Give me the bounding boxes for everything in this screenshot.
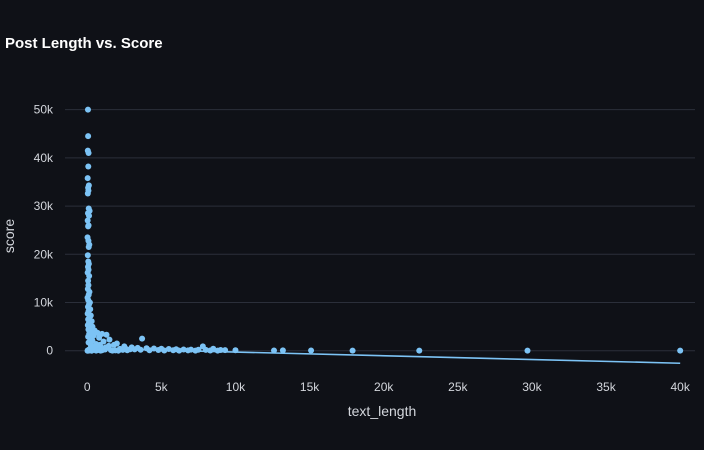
scatter-point <box>115 347 122 354</box>
grid-layer <box>65 109 695 352</box>
x-tick-label: 10k <box>226 380 246 394</box>
scatter-point <box>214 347 221 354</box>
x-tick-label: 30k <box>522 380 542 394</box>
scatter-point <box>416 347 423 354</box>
chart-title: Post Length vs. Score <box>5 35 163 52</box>
x-tick-label: 15k <box>300 380 320 394</box>
scatter-point <box>192 347 199 354</box>
x-tick-label: 40k <box>670 380 690 394</box>
scatter-point <box>85 133 92 140</box>
scatter-point <box>85 150 92 157</box>
scatter-point <box>96 341 103 348</box>
scatter-point <box>84 217 91 224</box>
scatter-point <box>232 347 239 354</box>
scatter-point <box>155 346 162 353</box>
scatter-point <box>85 163 92 170</box>
scatter-point <box>86 272 93 279</box>
scatter-point <box>85 244 92 251</box>
scatter-point <box>170 347 177 354</box>
y-tick-label: 0 <box>46 344 53 358</box>
scatter-point <box>176 347 183 354</box>
scatter-point <box>109 347 116 354</box>
x-axis-title: text_length <box>348 403 417 419</box>
scatter-point <box>131 346 138 353</box>
scatter-point <box>279 347 286 354</box>
scatter-point <box>97 347 104 354</box>
scatter-point <box>103 331 110 338</box>
x-tick-label: 20k <box>374 380 394 394</box>
y-tick-label: 50k <box>34 103 54 117</box>
scatter-point <box>127 346 134 353</box>
y-axis-title: score <box>1 219 17 253</box>
scatter-point <box>185 347 192 354</box>
scatter-point <box>207 347 214 354</box>
scatter-point <box>86 212 93 219</box>
tick-labels-layer: 0 10k 20k 30k 40k 50k 0 5k 10k 15k 20k 25k 30k 35k 40k <box>34 103 691 394</box>
scatter-point <box>105 342 112 349</box>
y-tick-label: 30k <box>34 199 54 213</box>
scatter-point <box>122 345 129 352</box>
scatter-point <box>271 347 278 354</box>
scatter-point <box>85 277 92 284</box>
points-layer <box>84 106 684 354</box>
scatter-point <box>84 190 91 197</box>
scatter-point <box>349 347 356 354</box>
scatter-point <box>84 106 91 113</box>
y-tick-label: 40k <box>34 151 54 165</box>
y-tick-label: 10k <box>34 296 54 310</box>
scatter-point <box>85 223 92 230</box>
scatter-point <box>139 335 146 342</box>
x-tick-label: 25k <box>448 380 468 394</box>
x-tick-label: 35k <box>596 380 616 394</box>
scatter-point <box>202 346 209 353</box>
scatter-point <box>106 336 113 343</box>
scatter-point <box>161 347 168 354</box>
x-tick-label: 5k <box>155 380 169 394</box>
scatter-point <box>84 252 91 259</box>
y-tick-label: 20k <box>34 247 54 261</box>
scatter-point <box>110 341 117 348</box>
scatter-point <box>222 347 229 354</box>
scatter-point <box>84 175 91 182</box>
x-tick-label: 0 <box>84 380 91 394</box>
scatter-point <box>308 347 315 354</box>
scatter-point <box>146 347 153 354</box>
scatter-point <box>137 346 144 353</box>
scatter-point <box>677 347 684 354</box>
scatter-point <box>96 334 103 341</box>
scatter-point <box>524 347 531 354</box>
